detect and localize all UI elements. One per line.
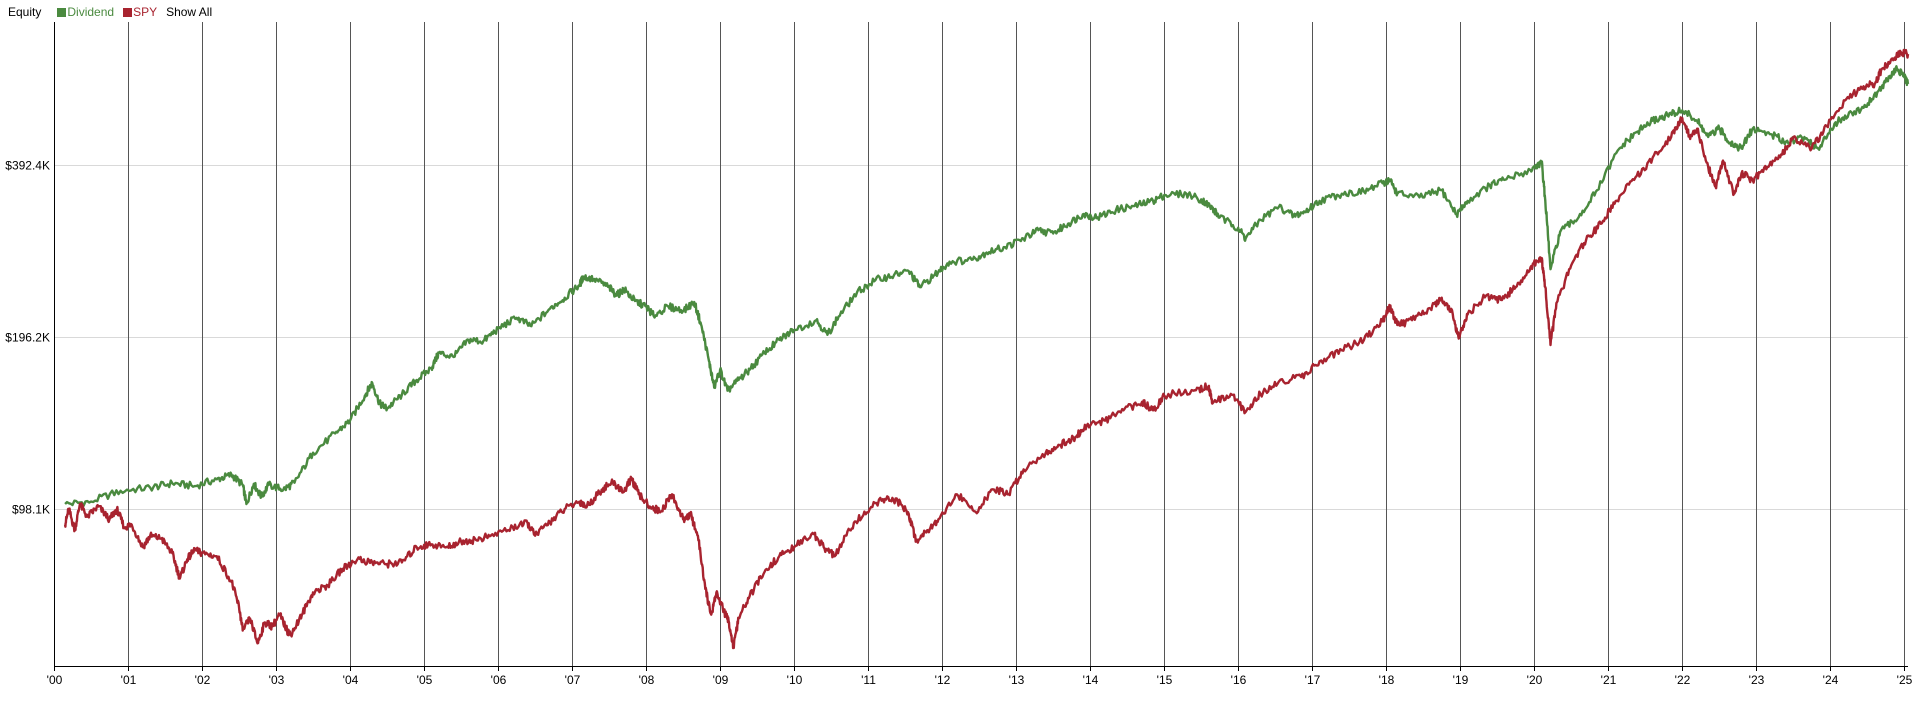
legend-swatch-spy — [123, 7, 133, 17]
x-tick-label: '25 — [1897, 673, 1913, 687]
legend-item-spy[interactable]: SPY — [123, 5, 157, 19]
x-tick-label: '12 — [935, 673, 951, 687]
x-tick-label: '22 — [1675, 673, 1691, 687]
x-tick-label: '18 — [1379, 673, 1395, 687]
x-tick-label: '05 — [417, 673, 433, 687]
legend-label-spy: SPY — [133, 5, 158, 19]
x-tick-label: '07 — [565, 673, 581, 687]
x-tick-label: '23 — [1749, 673, 1765, 687]
chart-legend: Equity Dividend SPY Show All — [8, 4, 212, 20]
x-tick-label: '10 — [787, 673, 803, 687]
x-tick-label: '19 — [1453, 673, 1469, 687]
y-tick-label: $196.2K — [5, 331, 50, 345]
series-line-spy — [63, 48, 1910, 650]
x-tick-label: '08 — [639, 673, 655, 687]
legend-label-dividend: Dividend — [67, 5, 115, 19]
y-tick-label: $392.4K — [5, 159, 50, 173]
x-tick-label: '17 — [1305, 673, 1321, 687]
x-tick-label: '11 — [861, 673, 876, 687]
x-axis-labels: '00 '01 '02 '03 '04 '05 '06 '07 '08 '09 '10 '11 '12 '… — [47, 666, 1913, 687]
legend-title: Equity — [8, 5, 42, 19]
x-tick-label: '03 — [269, 673, 285, 687]
x-tick-label: '09 — [713, 673, 729, 687]
x-tick-label: '20 — [1527, 673, 1543, 687]
y-axis-labels: $98.1K $196.2K $392.4K — [5, 159, 50, 517]
series-layer — [63, 48, 1910, 650]
x-tick-label: '14 — [1083, 673, 1099, 687]
x-tick-label: '16 — [1231, 673, 1247, 687]
x-tick-label: '04 — [343, 673, 359, 687]
x-tick-label: '00 — [47, 673, 63, 687]
vertical-grid — [128, 22, 1905, 666]
show-all-button[interactable]: Show All — [166, 5, 213, 19]
x-tick-label: '02 — [195, 673, 211, 687]
x-tick-label: '24 — [1823, 673, 1839, 687]
series-line-dividend — [64, 65, 1910, 507]
legend-swatch-dividend — [57, 7, 67, 17]
x-tick-label: '15 — [1157, 673, 1173, 687]
x-tick-label: '06 — [491, 673, 507, 687]
x-tick-label: '01 — [121, 673, 137, 687]
legend-item-dividend[interactable]: Dividend — [57, 5, 114, 19]
x-tick-label: '13 — [1009, 673, 1025, 687]
x-tick-label: '21 — [1601, 673, 1617, 687]
y-tick-label: $98.1K — [12, 503, 50, 517]
horizontal-grid — [54, 165, 1908, 510]
chart-axes — [54, 22, 1908, 667]
